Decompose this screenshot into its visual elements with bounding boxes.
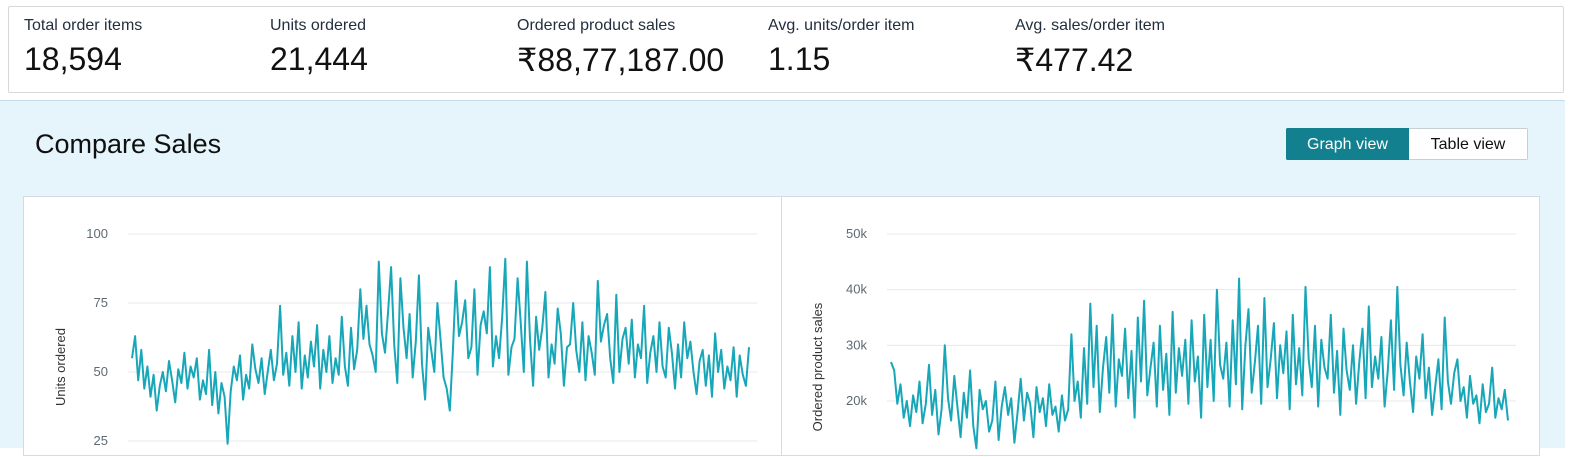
y-tick-label: 50k <box>846 226 867 241</box>
metric-label: Units ordered <box>270 17 367 34</box>
view-toggle: Graph view Table view <box>1286 128 1528 160</box>
metric-value: 18,594 <box>24 41 122 77</box>
units-ordered-chart: 100 75 50 25 Units ordered <box>53 226 757 448</box>
y-axis-label: Units ordered <box>53 328 68 406</box>
metric-label: Avg. sales/order item <box>1015 17 1165 34</box>
series-line <box>131 257 750 445</box>
metric-value: 1.15 <box>768 41 831 77</box>
y-axis-label: Ordered product sales <box>810 302 825 431</box>
metric-label: Avg. units/order item <box>768 17 915 34</box>
y-tick-label: 40k <box>846 282 867 297</box>
metric-label: Total order items <box>24 17 143 34</box>
table-view-button[interactable]: Table view <box>1409 128 1528 160</box>
y-tick-label: 100 <box>86 226 108 241</box>
y-tick-label: 30k <box>846 337 867 352</box>
metric-value: 21,444 <box>270 41 368 77</box>
metric-label: Ordered product sales <box>517 17 676 34</box>
metrics-summary-bar: Total order items 18,594 Units ordered 2… <box>8 6 1564 93</box>
charts-card: 100 75 50 25 Units ordered 50k 40k 30k 20k Order… <box>23 196 1540 456</box>
series-line <box>890 277 1509 450</box>
y-tick-label: 75 <box>94 295 108 310</box>
y-tick-label: 50 <box>94 364 108 379</box>
y-tick-label: 20k <box>846 393 867 408</box>
graph-view-button[interactable]: Graph view <box>1286 128 1409 160</box>
metric-value: ₹88,77,187.00 <box>517 42 725 78</box>
chart-divider <box>781 197 782 455</box>
y-tick-label: 25 <box>94 433 108 448</box>
metric-value: ₹477.42 <box>1015 42 1134 78</box>
ordered-product-sales-chart: 50k 40k 30k 20k Ordered product sales <box>810 226 1516 450</box>
compare-sales-panel: Compare Sales Graph view Table view 100 7… <box>0 100 1565 456</box>
compare-sales-title: Compare Sales <box>35 129 222 159</box>
